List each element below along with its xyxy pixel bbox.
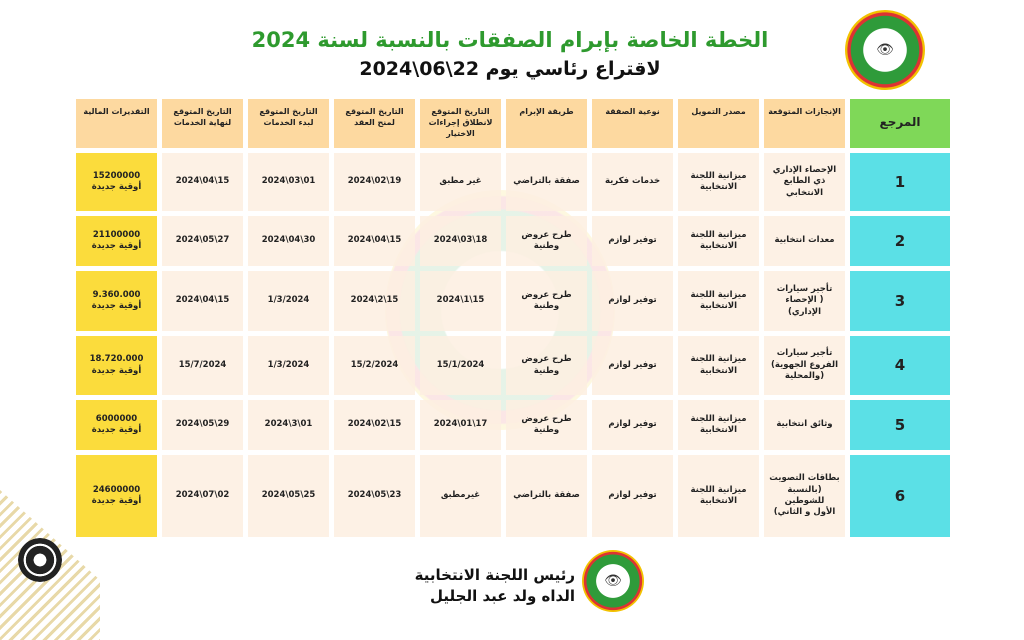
table-cell: صفقة بالتراضي	[506, 455, 587, 537]
procurement-plan-table: المرجع الإنجازات المتوقعة مصدر التمويل نوعي…	[76, 99, 950, 537]
table-cell: 21100000 أوقية جديدة	[76, 216, 157, 266]
table-cell: 1/3/2024	[248, 271, 329, 331]
table-cell: ميزانية اللجنة الانتخابية	[678, 271, 759, 331]
table-cell: طرح عروض وطنية	[506, 216, 587, 266]
page-subtitle: لاقتراع رئاسي يوم 22\06\2024	[359, 58, 661, 80]
table-cell: 15/2/2024	[334, 336, 415, 395]
table-cell: توفير لوازم	[592, 400, 673, 450]
table-cell: توفير لوازم	[592, 336, 673, 395]
table-cell: الإحصاء الإداري ذي الطابع الانتخابي	[764, 153, 845, 211]
footer-logo: 👁	[582, 550, 644, 612]
row-reference: 2	[850, 216, 950, 266]
islamic-ornament-icon	[18, 538, 62, 582]
signatory-title: رئيس اللجنة الانتخابية	[414, 566, 575, 584]
table-cell: 6000000 أوقية جديدة	[76, 400, 157, 450]
row-reference: 3	[850, 271, 950, 331]
column-header: التاريخ المتوقع لمنح العقد	[334, 99, 415, 148]
table-cell: 15\04\2024	[334, 216, 415, 266]
table-cell: معدات انتخابية	[764, 216, 845, 266]
column-header: المرجع	[850, 99, 950, 148]
column-header: التاريخ المتوقع لانطلاق إجراءات الاختيار	[420, 99, 501, 148]
table-cell: بطاقات التصويت (بالنسبة للشوطين الأول و …	[764, 455, 845, 537]
page-title: الخطة الخاصة بإبرام الصفقات بالنسبة لسنة…	[251, 28, 769, 52]
table-cell: ميزانية اللجنة الانتخابية	[678, 455, 759, 537]
table-cell: 01\03\2024	[248, 153, 329, 211]
table-cell: طرح عروض وطنية	[506, 271, 587, 331]
table-cell: خدمات فكرية	[592, 153, 673, 211]
table-cell: 19\02\2024	[334, 153, 415, 211]
commission-logo: 👁	[845, 10, 925, 90]
table-cell: 30\04\2024	[248, 216, 329, 266]
table-cell: 17\01\2024	[420, 400, 501, 450]
table-cell: توفير لوازم	[592, 455, 673, 537]
column-header: التاريخ المتوقع لنهاية الخدمات	[162, 99, 243, 148]
table-cell: 01\3\2024	[248, 400, 329, 450]
table-cell: 27\05\2024	[162, 216, 243, 266]
table-cell: ميزانية اللجنة الانتخابية	[678, 400, 759, 450]
signatory-name: الداه ولد عبد الجليل	[430, 587, 575, 605]
table-cell: 24600000 أوقية جديدة	[76, 455, 157, 537]
column-header: التاريخ المتوقع لبدء الخدمات	[248, 99, 329, 148]
table-cell: 15/7/2024	[162, 336, 243, 395]
table-cell: 18\03\2024	[420, 216, 501, 266]
signature-block: رئيس اللجنة الانتخابية الداه ولد عبد الج…	[400, 565, 575, 607]
table-cell: تأجير سيارات الفروع الجهوية) (والمحلية	[764, 336, 845, 395]
table-cell: 15200000 أوقية جديدة	[76, 153, 157, 211]
table-cell: 15\04\2024	[162, 153, 243, 211]
table-cell: 25\05\2024	[248, 455, 329, 537]
column-header: الإنجازات المتوقعة	[764, 99, 845, 148]
column-header: التقديرات المالية	[76, 99, 157, 148]
table-cell: غير مطبق	[420, 153, 501, 211]
row-reference: 5	[850, 400, 950, 450]
table-cell: وثائق انتخابية	[764, 400, 845, 450]
row-reference: 4	[850, 336, 950, 395]
row-reference: 1	[850, 153, 950, 211]
table-cell: 18.720.000 أوقية جديدة	[76, 336, 157, 395]
row-reference: 6	[850, 455, 950, 537]
table-cell: تأجير سيارات ( الإحصاء الإداري)	[764, 271, 845, 331]
table-cell: توفير لوازم	[592, 216, 673, 266]
table-cell: توفير لوازم	[592, 271, 673, 331]
column-header: مصدر التمويل	[678, 99, 759, 148]
table-cell: 1/3/2024	[248, 336, 329, 395]
table-cell: 23\05\2024	[334, 455, 415, 537]
table-cell: 15\02\2024	[334, 400, 415, 450]
eye-icon: 👁	[604, 573, 622, 589]
eye-icon: 👁	[876, 42, 894, 58]
table-cell: طرح عروض وطنية	[506, 400, 587, 450]
table-cell: 15\2\2024	[334, 271, 415, 331]
table-cell: 9.360.000 أوقية جديدة	[76, 271, 157, 331]
table-cell: ميزانية اللجنة الانتخابية	[678, 216, 759, 266]
table-cell: ميزانية اللجنة الانتخابية	[678, 336, 759, 395]
table-cell: 15/1/2024	[420, 336, 501, 395]
table-cell: 15\04\2024	[162, 271, 243, 331]
table-cell: صفقة بالتراضي	[506, 153, 587, 211]
table-cell: 02\07\2024	[162, 455, 243, 537]
table-cell: 29\05\2024	[162, 400, 243, 450]
table-cell: 15\1\2024	[420, 271, 501, 331]
column-header: طريقة الإبرام	[506, 99, 587, 148]
table-cell: غيرمطبق	[420, 455, 501, 537]
table-cell: طرح عروض وطنية	[506, 336, 587, 395]
table-cell: ميزانية اللجنة الانتخابية	[678, 153, 759, 211]
column-header: نوعية الصفقة	[592, 99, 673, 148]
